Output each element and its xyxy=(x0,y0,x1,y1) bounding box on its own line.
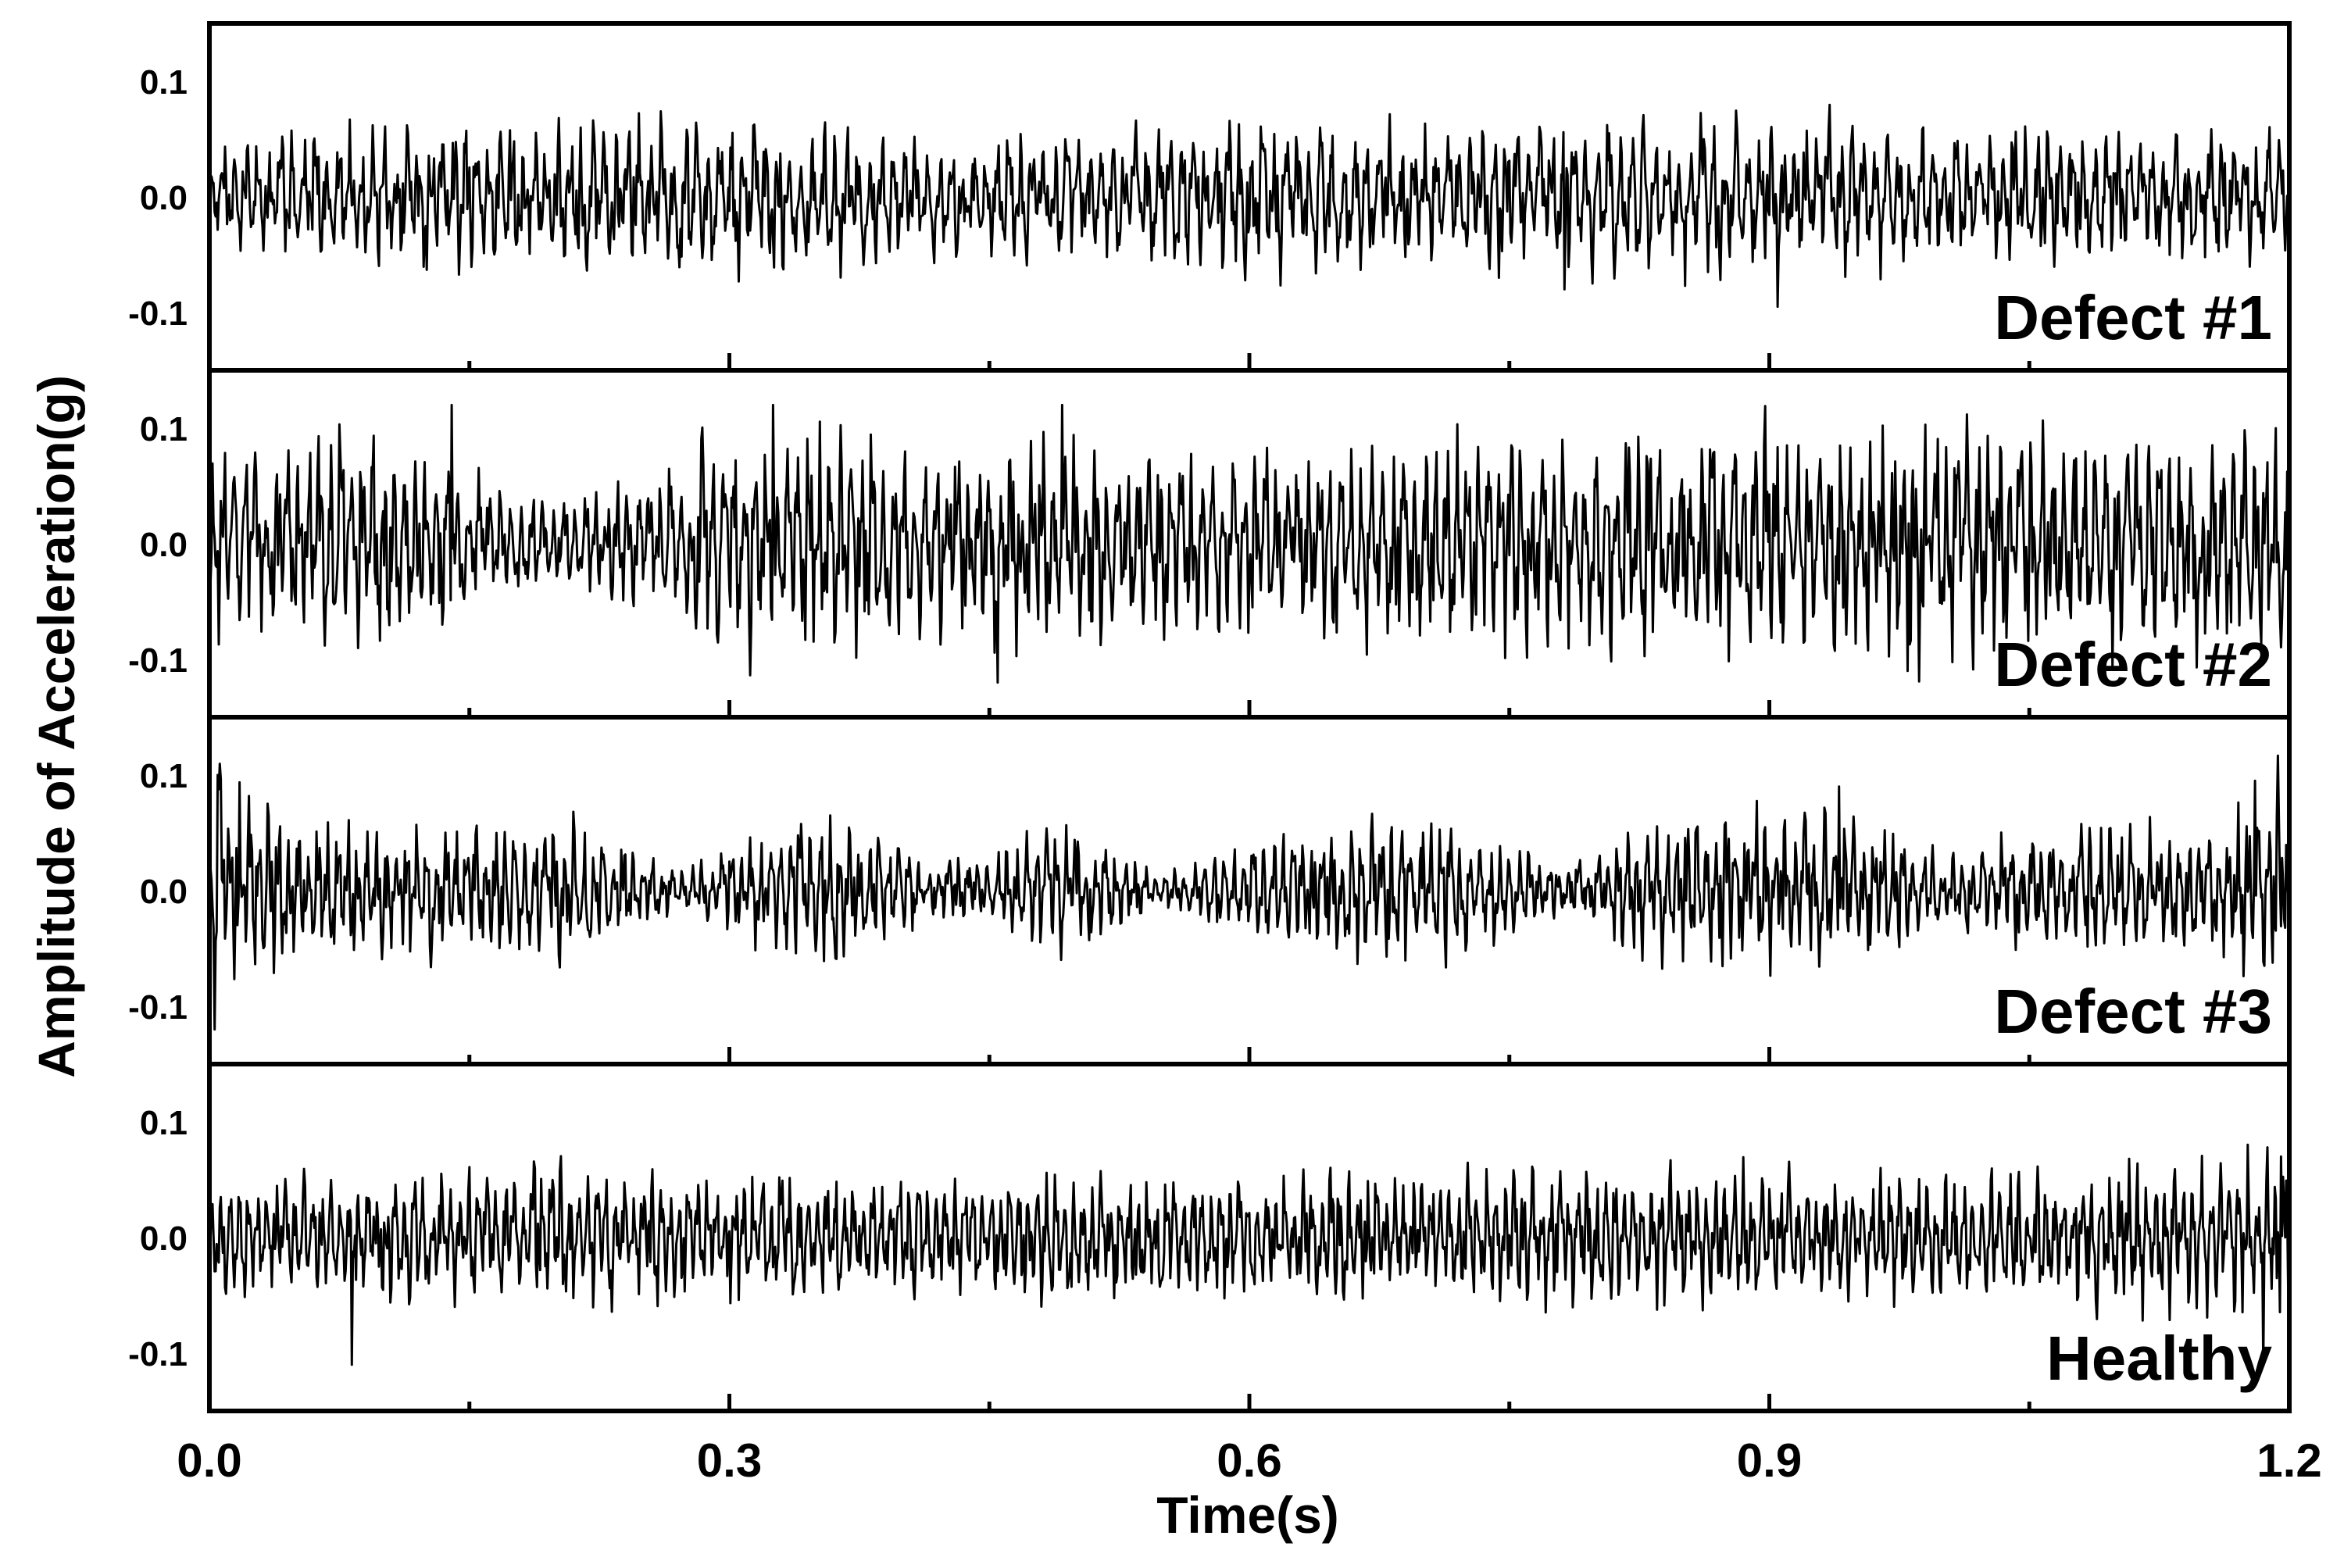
y-tick-label: 0.1 xyxy=(140,410,188,448)
panel-label: Defect #3 xyxy=(1994,977,2272,1046)
panel-3: 0.1 0.0 -0.1 Defect #3 xyxy=(128,715,2292,1066)
y-tick-label: 0.0 xyxy=(140,526,188,564)
y-tick-label: 0.0 xyxy=(140,1220,188,1258)
y-tick-label: 0.1 xyxy=(140,1104,188,1142)
x-tick-label: 0.6 xyxy=(1217,1434,1281,1487)
y-tick-label: -0.1 xyxy=(128,295,188,333)
panel-label: Healthy xyxy=(2046,1323,2272,1393)
y-tick-label: 0.1 xyxy=(140,63,188,102)
x-tick-label: 1.2 xyxy=(2256,1434,2321,1487)
panel-1: 0.1 0.0 -0.1 Defect #1 xyxy=(128,21,2292,373)
x-tick-labels: 0.0 0.3 0.6 0.9 1.2 xyxy=(177,1434,2321,1487)
panel-label: Defect #1 xyxy=(1994,283,2272,352)
panel-frame xyxy=(207,1062,2292,1413)
panel-2: 0.1 0.0 -0.1 Defect #2 xyxy=(128,368,2292,720)
signal-trace xyxy=(208,103,2291,309)
y-tick-label: -0.1 xyxy=(128,641,188,680)
y-tick-label: 0.1 xyxy=(140,757,188,795)
signal-trace xyxy=(208,403,2291,684)
signal-trace xyxy=(208,754,2291,1031)
x-axis-title: Time(s) xyxy=(1156,1486,1339,1544)
y-axis-title: Amplitude of Acceleration(g) xyxy=(27,375,85,1078)
panel-label: Defect #2 xyxy=(1994,630,2272,699)
y-tick-label: -0.1 xyxy=(128,1335,188,1373)
y-tick-label: 0.0 xyxy=(140,873,188,911)
x-tick-label: 0.3 xyxy=(697,1434,762,1487)
y-tick-label: 0.0 xyxy=(140,179,188,217)
panel-4: 0.1 0.0 -0.1 Healthy xyxy=(128,1062,2292,1413)
x-tick-label: 0.9 xyxy=(1737,1434,1802,1487)
panels: 0.10.0-0.1 Defect #10.10.0-0.1 Defect #20.… xyxy=(128,21,2292,1413)
x-tick-label: 0.0 xyxy=(177,1434,241,1487)
panel-frame xyxy=(207,715,2292,1066)
signal-trace xyxy=(208,1143,2291,1366)
y-tick-label: -0.1 xyxy=(128,988,188,1027)
